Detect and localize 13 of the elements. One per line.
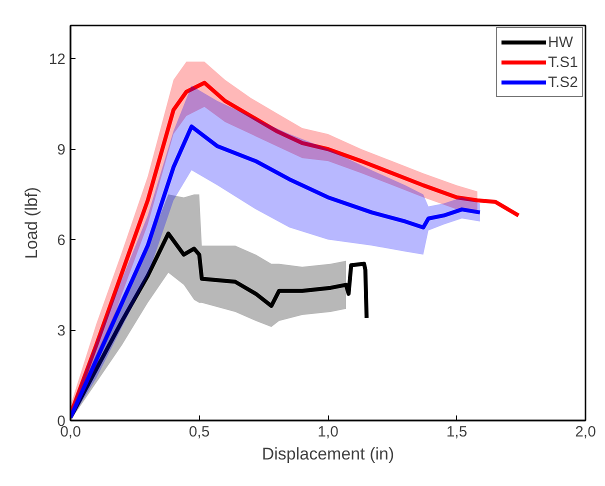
x-tick-label: 2,0: [575, 424, 596, 440]
legend-label: HW: [548, 34, 573, 50]
legend-label: T.S1: [548, 54, 578, 70]
y-tick-label: 6: [57, 232, 66, 250]
x-axis-title: Displacement (in): [262, 444, 394, 464]
y-tick-label: 9: [57, 142, 66, 159]
x-tick-label: 1,0: [318, 424, 338, 440]
y-axis-title: Load (lbf): [22, 187, 41, 259]
y-tick-label: 12: [48, 51, 66, 68]
legend-label: T.S2: [548, 74, 578, 90]
y-tick-label: 3: [57, 322, 66, 340]
x-tick-label: 0,5: [188, 424, 210, 440]
x-tick-label: 1,5: [446, 424, 468, 440]
